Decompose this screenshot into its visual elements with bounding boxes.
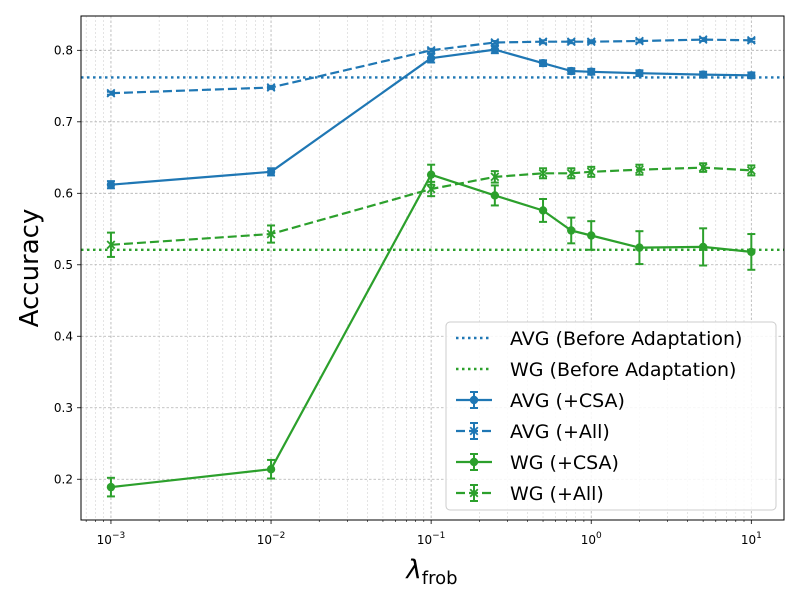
data-point: [266, 465, 276, 474]
x-tick-label-exponent: −1: [432, 531, 445, 541]
data-point: [426, 170, 436, 179]
data-point: [426, 53, 436, 63]
data-point: [698, 163, 708, 172]
data-point: [698, 35, 708, 45]
data-point: [746, 35, 756, 45]
legend-label: WG (+All): [510, 483, 604, 505]
data-point: [635, 243, 644, 252]
data-point: [538, 58, 548, 68]
legend-item: AVG (+All): [456, 421, 610, 443]
data-point: [747, 247, 756, 257]
x-tick-label-base: 10: [417, 533, 432, 547]
y-axis-label: Accuracy: [15, 209, 45, 328]
y-tick-label: 0.6: [54, 186, 73, 200]
series-line: [110, 173, 752, 489]
data-point: [490, 172, 500, 182]
x-axis-label: λfrob: [404, 555, 457, 589]
data-point: [567, 226, 576, 235]
x-axis-label-symbol: λ: [404, 555, 421, 585]
legend-item: AVG (+CSA): [456, 390, 625, 412]
data-point: [698, 242, 708, 252]
data-point: [266, 229, 276, 239]
data-point: [490, 191, 500, 200]
data-point: [587, 231, 596, 240]
x-axis-label-subscript: frob: [422, 568, 458, 589]
legend-marker: [469, 395, 479, 405]
data-point: [586, 37, 596, 47]
legend-label: WG (+CSA): [510, 452, 619, 474]
x-tick-label-base: 10: [581, 533, 596, 547]
legend-item: WG (+All): [456, 483, 604, 505]
x-tick-label: 10−3: [97, 531, 126, 547]
series-group: [106, 35, 756, 98]
x-tick-label-exponent: 0: [596, 531, 602, 541]
data-point: [698, 70, 708, 79]
y-tick-label: 0.7: [54, 115, 73, 129]
legend-marker: [469, 457, 479, 467]
legend-marker: [469, 488, 479, 498]
series-layer: [106, 35, 756, 498]
data-point: [567, 66, 576, 76]
data-point: [106, 180, 116, 189]
series-line: [110, 48, 752, 186]
data-point: [266, 83, 276, 92]
series-line: [110, 38, 752, 95]
data-point: [426, 45, 436, 55]
data-point: [747, 71, 756, 80]
y-tick-label: 0.4: [54, 329, 73, 343]
data-point: [538, 168, 548, 178]
series-group: [106, 45, 756, 190]
x-tick-label: 10−2: [257, 531, 286, 547]
legend-label: AVG (+CSA): [510, 390, 625, 412]
data-point: [566, 37, 576, 47]
data-point: [106, 88, 116, 98]
legend-label: WG (Before Adaptation): [510, 359, 736, 381]
legend-label: AVG (Before Adaptation): [510, 328, 742, 350]
data-point: [266, 167, 276, 177]
data-point: [746, 165, 756, 175]
y-tick-label: 0.5: [54, 258, 73, 272]
x-tick-label: 101: [741, 531, 762, 547]
legend-label: AVG (+All): [510, 421, 610, 443]
plot-frame: [80, 15, 785, 521]
data-point: [106, 240, 116, 250]
x-tick-label-exponent: 1: [756, 531, 762, 541]
data-point: [426, 184, 436, 194]
data-point: [634, 36, 644, 46]
data-point: [490, 38, 500, 47]
y-tick-label: 0.3: [54, 401, 73, 415]
series-group: [106, 163, 756, 498]
data-point: [635, 68, 644, 78]
x-tick-label-base: 10: [741, 533, 756, 547]
legend-item: WG (+CSA): [456, 452, 619, 474]
legend-item: WG (Before Adaptation): [456, 359, 736, 381]
legend: AVG (Before Adaptation) WG (Before Adapta…: [445, 321, 777, 511]
x-tick-label-base: 10: [97, 533, 112, 547]
series-group: [106, 162, 756, 258]
data-point: [538, 206, 548, 215]
legend-marker: [469, 426, 479, 436]
x-tick-label-exponent: −2: [272, 531, 285, 541]
x-tick-label-exponent: −3: [112, 531, 125, 541]
legend-frame: [445, 321, 777, 511]
data-point: [538, 37, 548, 47]
data-point: [490, 45, 500, 54]
data-point: [566, 168, 576, 178]
data-point: [587, 67, 596, 76]
y-tick-label: 0.8: [54, 43, 73, 57]
data-point: [634, 165, 644, 175]
x-tick-label: 100: [581, 531, 602, 547]
x-tick-label: 10−1: [417, 531, 446, 547]
legend-item: AVG (Before Adaptation): [456, 328, 742, 350]
data-point: [106, 482, 116, 492]
x-tick-label-base: 10: [257, 533, 272, 547]
y-tick-label: 0.2: [54, 472, 73, 486]
data-point: [586, 167, 596, 177]
